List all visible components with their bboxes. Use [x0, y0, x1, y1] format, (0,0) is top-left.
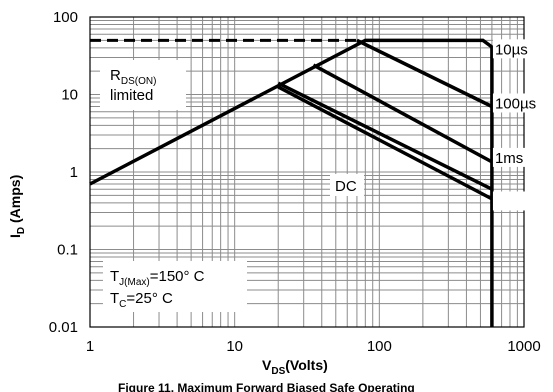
series-line [277, 85, 493, 201]
series-label-bg [492, 39, 541, 59]
series-line [312, 63, 493, 164]
y-tick-label: 1 [70, 164, 78, 181]
tj-max-subscript: J(Max) [119, 277, 150, 288]
x-tick-label: 1 [86, 338, 94, 355]
series-label-bg [492, 93, 541, 113]
rds-on-label: RDS(ON) [110, 67, 156, 87]
y-axis-subscript: D [16, 227, 27, 234]
rds-label-box [100, 60, 186, 110]
dc-label-box [330, 174, 364, 196]
x-tick-label: 100 [367, 338, 392, 355]
dc-label: DC [335, 178, 357, 195]
series-label-bg [492, 147, 541, 167]
grid [89, 16, 525, 328]
plot-frame [89, 16, 525, 328]
tj-max-label: TJ(Max)=150° C [110, 268, 205, 288]
y-axis-title: ID (Amps) [7, 175, 27, 238]
tc-subscript: C [119, 299, 126, 310]
y-tick-label: 0.01 [49, 319, 78, 336]
series-label: 10µs [495, 41, 528, 58]
temp-label-box [103, 261, 247, 312]
tc-label: TC=25° C [110, 290, 173, 310]
figure-caption: Figure 11. Maximum Forward Biased Safe O… [118, 381, 415, 392]
series-line [356, 38, 493, 109]
series-labels: 10µs 100µs 1ms [492, 39, 541, 211]
x-tick-label: 10 [226, 338, 243, 355]
x-axis-title: VDS(Volts) [262, 357, 328, 377]
rds-on-subscript: DS(ON) [121, 76, 157, 87]
rds-limited-label: limited [110, 87, 153, 104]
series-label: 100µs [495, 95, 536, 112]
y-tick-label: 0.1 [57, 242, 78, 259]
series-line [89, 38, 494, 327]
y-tick-label: 100 [53, 9, 78, 26]
x-axis-subscript: DS [271, 366, 285, 377]
x-tick-label: 1000 [507, 338, 540, 355]
series-lines [89, 38, 494, 327]
tick-labels: 1 10 100 1000 100 10 1 0.1 0.01 [49, 9, 541, 355]
series-line [277, 81, 493, 191]
series-label-bg [492, 191, 541, 211]
y-tick-label: 10 [61, 87, 78, 104]
series-label: 1ms [495, 150, 523, 167]
